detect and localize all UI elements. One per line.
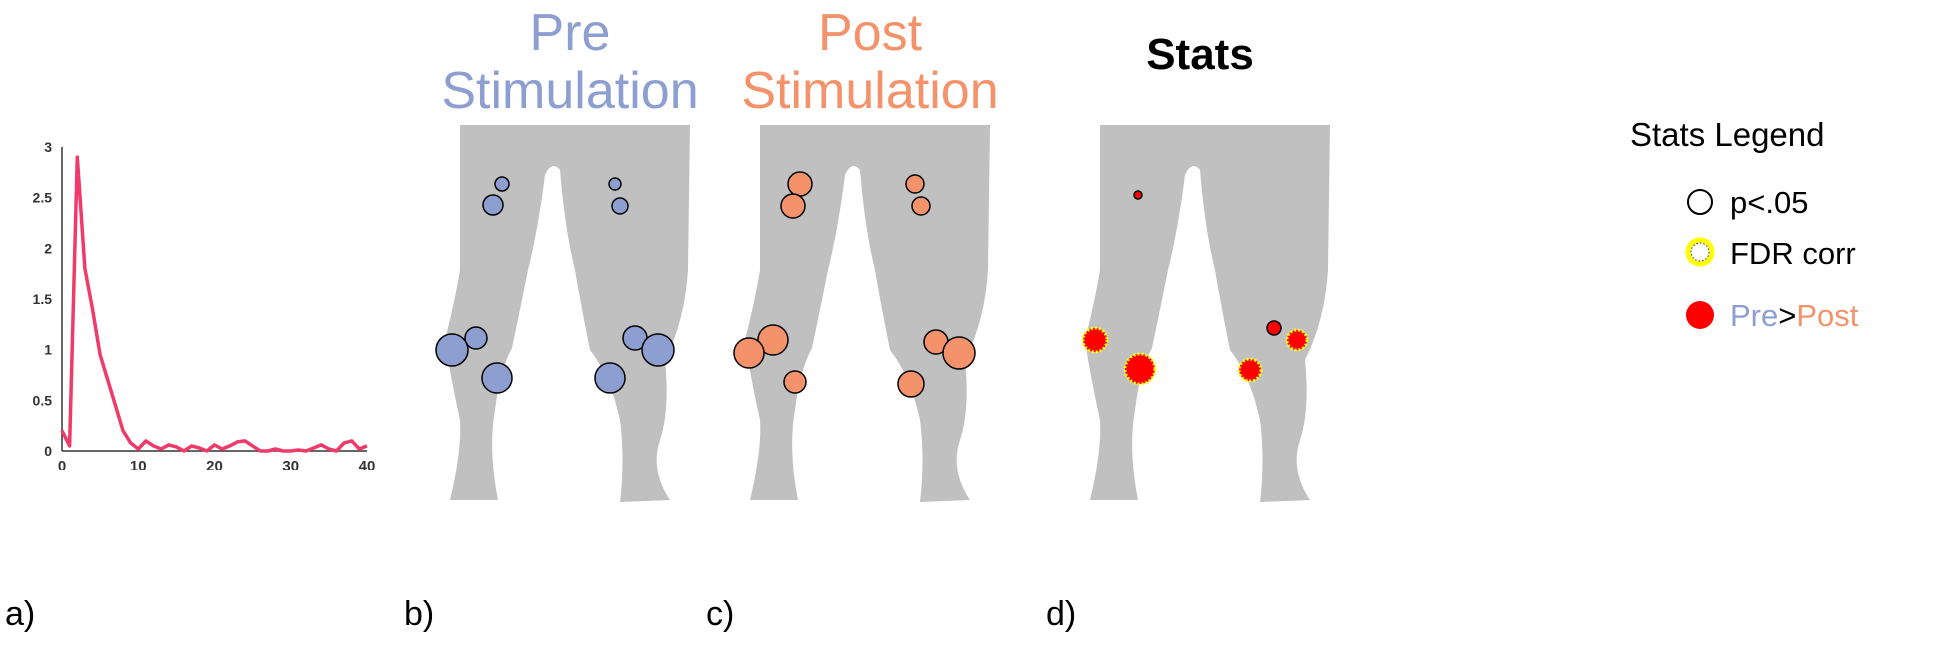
post-marker xyxy=(733,337,765,369)
legs-silhouette xyxy=(745,125,990,502)
legend-gt-sign: > xyxy=(1778,298,1797,333)
legs-silhouette xyxy=(445,125,690,502)
y-tick-label: 0 xyxy=(44,443,52,459)
significant-marker xyxy=(1133,190,1143,200)
pre-marker xyxy=(494,176,510,192)
chart-axes xyxy=(61,147,367,452)
pre-marker xyxy=(641,333,675,367)
legs-silhouette xyxy=(1085,125,1330,502)
x-tick-label: 30 xyxy=(282,458,299,470)
panel-label-c: c) xyxy=(706,595,735,633)
post-marker xyxy=(897,370,925,398)
pre-marker xyxy=(481,362,513,394)
legend-post-word: Post xyxy=(1796,298,1859,333)
significant-marker xyxy=(1266,320,1282,336)
fdr-marker xyxy=(1123,352,1157,386)
post-marker xyxy=(757,324,789,356)
post-marker xyxy=(905,174,925,194)
pre-marker xyxy=(435,333,469,367)
fdr-marker xyxy=(1081,326,1109,354)
title-post-line2: Stimulation xyxy=(741,62,999,120)
y-tick-label: 2.5 xyxy=(33,190,53,206)
post-marker xyxy=(780,193,806,219)
y-tick-label: 2 xyxy=(44,240,52,256)
title-pre-line2: Stimulation xyxy=(441,62,699,120)
x-tick-label: 10 xyxy=(130,458,147,470)
x-tick-label: 40 xyxy=(359,458,376,470)
title-pre-line1: Pre xyxy=(529,4,611,62)
legend-item-fdr: FDR corr xyxy=(1730,236,1856,271)
pre-marker xyxy=(611,197,629,215)
chart-ticks: 00.511.522.530 10 20 30 40 xyxy=(33,139,376,470)
post-marker xyxy=(942,336,976,370)
y-tick-label: 0.5 xyxy=(33,392,53,408)
legs-panel-pre xyxy=(435,125,690,502)
y-tick-label: 1 xyxy=(44,342,52,358)
chart-series xyxy=(60,155,368,453)
x-tick-label: 20 xyxy=(206,458,223,470)
post-marker xyxy=(911,196,931,216)
legend-red-disc-icon xyxy=(1686,301,1714,329)
legend-ring-icon xyxy=(1687,189,1713,215)
panel-label-d: d) xyxy=(1046,595,1077,633)
fdr-marker xyxy=(1285,328,1309,352)
title-post: Post Stimulation xyxy=(730,4,1010,120)
post-marker xyxy=(783,370,807,394)
legend-item-pre-post: Pre>Post xyxy=(1730,298,1858,334)
legend-markers xyxy=(1685,189,1715,329)
line-chart: 00.511.522.530 10 20 30 40 xyxy=(33,139,376,470)
title-post-line1: Post xyxy=(817,4,923,62)
legend-pre-word: Pre xyxy=(1730,298,1779,333)
x-tick-label: 0 xyxy=(58,458,66,470)
pre-marker xyxy=(608,177,622,191)
y-tick-label: 1.5 xyxy=(33,291,53,307)
fdr-marker xyxy=(1237,357,1263,383)
title-stats: Stats xyxy=(1146,30,1254,79)
panel-label-b: b) xyxy=(404,595,435,633)
title-pre: Pre Stimulation xyxy=(430,4,710,120)
legend-item-p05: p<.05 xyxy=(1730,185,1809,220)
legs-panel-stats xyxy=(1081,125,1330,502)
pre-marker xyxy=(464,326,488,350)
panel-label-a: a) xyxy=(5,595,36,633)
legend-fdr-icon xyxy=(1685,237,1715,267)
y-tick-label: 3 xyxy=(44,139,52,155)
legs-panel-post xyxy=(733,125,990,502)
pre-marker xyxy=(482,194,504,216)
legend-fdr-icon-inner xyxy=(1690,242,1710,262)
pre-marker xyxy=(594,362,626,394)
series-line xyxy=(60,155,368,453)
post-marker xyxy=(787,171,813,197)
legend-title: Stats Legend xyxy=(1630,116,1825,153)
